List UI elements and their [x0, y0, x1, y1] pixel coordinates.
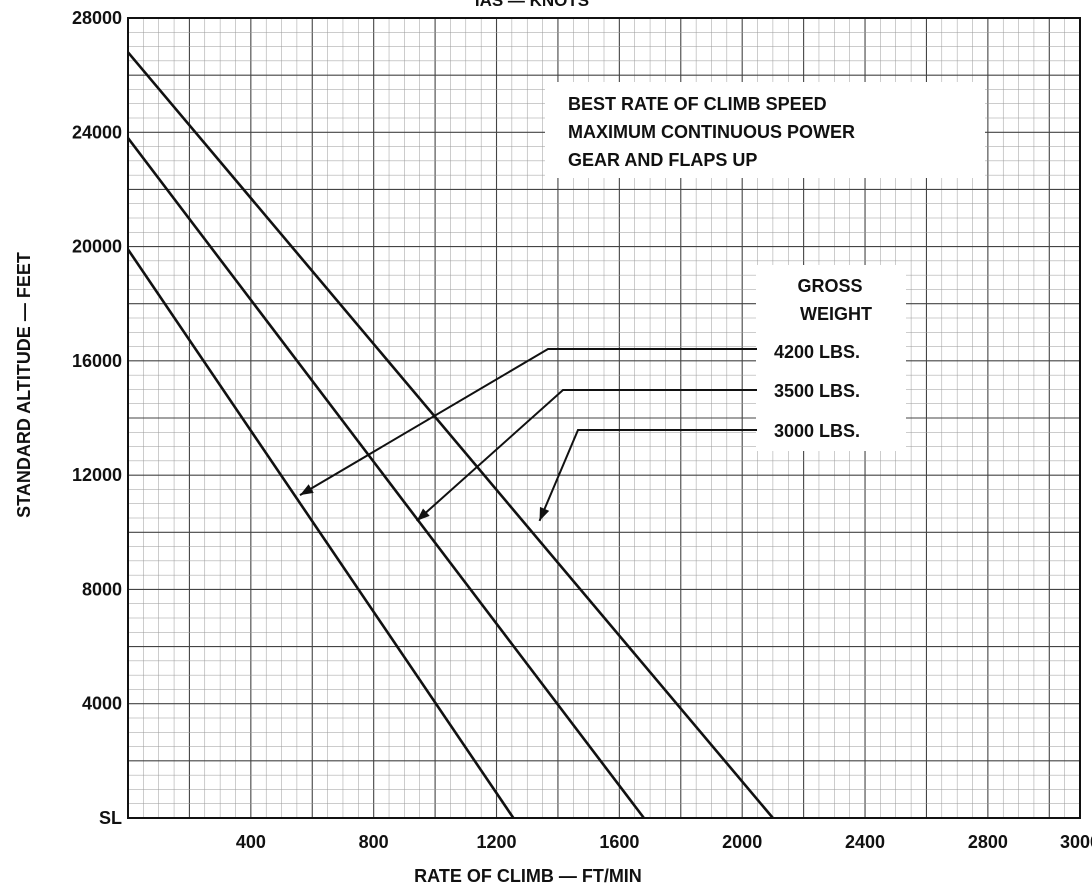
leader-line-3500: [416, 389, 757, 522]
x-tick-label: 400: [236, 832, 266, 852]
y-tick-label: 28000: [72, 8, 122, 28]
plot-frame: [127, 17, 1081, 819]
condition-line-1: BEST RATE OF CLIMB SPEED: [568, 94, 827, 114]
series-line-3000: [127, 51, 774, 819]
x-tick-label: 2400: [845, 832, 885, 852]
condition-line-2: MAXIMUM CONTINUOUS POWER: [568, 122, 855, 142]
conditions-box-bg: [545, 82, 985, 178]
y-axis-label: STANDARD ALTITUDE — FEET: [14, 252, 34, 518]
x-axis-ticks: 400 800 1200 1600 2000 2400 2800 3000: [236, 832, 1092, 852]
x-axis-label: RATE OF CLIMB — FT/MIN: [414, 866, 642, 886]
x-tick-label: 800: [359, 832, 389, 852]
leader-arrowhead-3000: [539, 506, 550, 521]
x-tick-label: 2000: [722, 832, 762, 852]
x-tick-label: 2800: [968, 832, 1008, 852]
legend-entry-3500: 3500 LBS.: [774, 381, 860, 401]
legend-entry-4200: 4200 LBS.: [774, 342, 860, 362]
legend-entry-3000: 3000 LBS.: [774, 421, 860, 441]
x-tick-label: 3000: [1060, 832, 1092, 852]
x-tick-label: 1600: [599, 832, 639, 852]
y-tick-label: 20000: [72, 237, 122, 257]
y-tick-label: SL: [99, 808, 122, 828]
leader-arrowhead-4200: [299, 484, 314, 496]
legend: GROSS WEIGHT 4200 LBS. 3500 LBS. 3000 LB…: [756, 265, 906, 451]
top-title-fragment: IAS — KNOTS: [475, 0, 589, 10]
y-tick-label: 16000: [72, 351, 122, 371]
y-tick-label: 8000: [82, 579, 122, 599]
series-lines: [126, 51, 774, 819]
leader-line-3000: [538, 429, 757, 522]
leader-line-4200: [299, 348, 757, 497]
y-axis-ticks: SL 4000 8000 12000 16000 20000 24000 28000: [72, 8, 122, 828]
x-tick-label: 1200: [476, 832, 516, 852]
y-tick-label: 24000: [72, 122, 122, 142]
legend-bg: [756, 265, 906, 451]
legend-title-line-2: WEIGHT: [800, 304, 872, 324]
leader-arrowhead-3500: [416, 508, 430, 521]
condition-line-3: GEAR AND FLAPS UP: [568, 150, 757, 170]
series-line-3500: [126, 137, 645, 819]
series-line-4200: [126, 248, 515, 819]
legend-leader-lines: [299, 348, 757, 522]
y-tick-label: 4000: [82, 694, 122, 714]
conditions-box: BEST RATE OF CLIMB SPEED MAXIMUM CONTINU…: [545, 82, 985, 178]
y-tick-label: 12000: [72, 465, 122, 485]
legend-title-line-1: GROSS: [797, 276, 862, 296]
